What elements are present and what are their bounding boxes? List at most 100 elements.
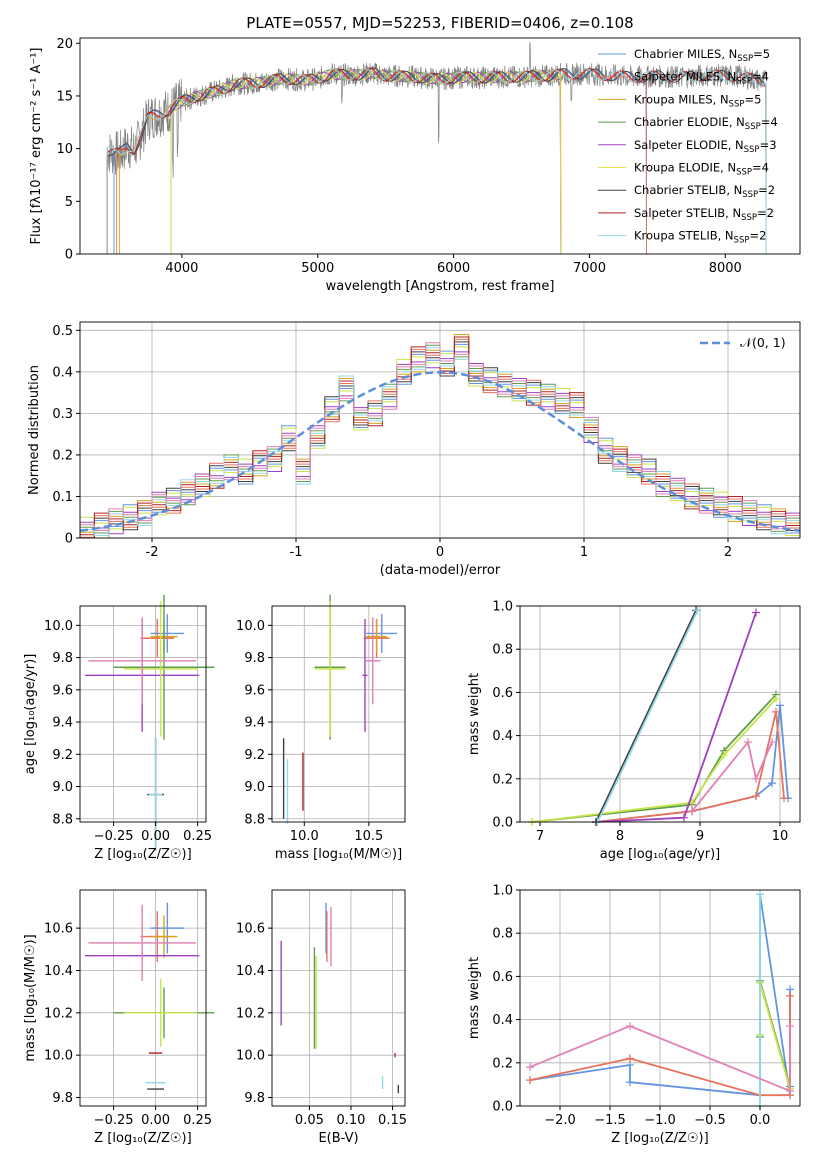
y-tick-label: 15 <box>56 89 73 104</box>
legend-entry: Chabrier ELODIE, NSSP=4 <box>634 115 778 132</box>
y-tick-label: 0.2 <box>492 772 513 787</box>
x-axis-label: age [log₁₀(age/yr)] <box>600 847 721 862</box>
y-tick-label: 9.8 <box>244 1091 265 1106</box>
x-axis-label: wavelength [Angstrom, rest frame] <box>326 279 555 294</box>
weight-series-line <box>529 1025 791 1093</box>
axes-frame <box>79 605 207 823</box>
y-tick-label: 0.6 <box>492 970 513 985</box>
legend-entry: 𝒩(0, 1) <box>740 335 786 350</box>
y-tick-label: 9.0 <box>244 780 265 795</box>
x-axis-label: Z [log₁₀(Z/Z☉)] <box>94 1131 191 1146</box>
observed-spectrum <box>106 41 767 178</box>
y-axis-label: age [log₁₀(age/yr)] <box>23 654 38 775</box>
y-tick-label: 10.6 <box>236 922 265 937</box>
x-tick-label: −0.25 <box>94 1113 134 1128</box>
x-tick-label: 10.5 <box>354 829 383 844</box>
y-tick-label: 0.8 <box>492 643 513 658</box>
legend-entry: Salpeter STELIB, NSSP=2 <box>634 206 774 223</box>
y-tick-label: 0.2 <box>492 1056 513 1071</box>
y-tick-label: 10.0 <box>236 619 265 634</box>
model-series-line <box>106 67 767 254</box>
plot-area <box>526 890 794 1110</box>
y-tick-label: 10.2 <box>236 1006 265 1021</box>
plus-marker <box>780 794 788 803</box>
x-tick-label: 10.0 <box>290 829 319 844</box>
x-axis-label: Z [log₁₀(Z/Z☉)] <box>94 847 191 862</box>
y-tick-label: 0.2 <box>52 448 73 463</box>
x-axis-label: Z [log₁₀(Z/Z☉)] <box>611 1131 708 1146</box>
x-tick-label: 0.25 <box>183 1113 212 1128</box>
x-tick-label: −1.5 <box>594 1113 626 1128</box>
y-tick-label: 0.4 <box>492 729 513 744</box>
plus-marker <box>752 792 760 801</box>
figure-title: PLATE=0557, MJD=52253, FIBERID=0406, z=0… <box>246 14 633 32</box>
y-tick-label: 8.8 <box>52 812 73 827</box>
x-tick-label: 4000 <box>165 261 198 276</box>
spectrum-legend: Chabrier MILES, NSSP=5 Salpeter MILES, NS… <box>598 47 778 246</box>
x-tick-label: −0.25 <box>94 829 134 844</box>
model-series-line <box>106 67 767 254</box>
x-tick-label: 0.0 <box>750 1113 771 1128</box>
plus-marker <box>756 890 764 899</box>
plus-marker <box>786 1022 794 1031</box>
y-axis-label: Normed distribution <box>27 365 42 495</box>
x-tick-label: 1 <box>580 545 588 560</box>
y-tick-label: 0.0 <box>492 1100 513 1115</box>
y-tick-label: 0.4 <box>492 1013 513 1028</box>
y-tick-label: 0.0 <box>492 816 513 831</box>
y-tick-label: 9.4 <box>244 716 265 731</box>
y-tick-label: 20 <box>56 37 73 52</box>
plus-marker <box>768 738 776 747</box>
plus-marker <box>772 694 780 703</box>
legend-entry: Chabrier MILES, NSSP=5 <box>634 47 770 64</box>
histogram-step <box>80 342 800 531</box>
x-tick-label: 5000 <box>301 261 334 276</box>
plus-marker <box>526 1076 534 1085</box>
x-tick-label: 7 <box>536 829 544 844</box>
x-tick-label: 0.05 <box>295 1113 324 1128</box>
x-tick-label: 0.00 <box>141 1113 170 1128</box>
y-tick-label: 10.0 <box>236 1049 265 1064</box>
legend-entry: Salpeter ELODIE, NSSP=3 <box>634 138 777 155</box>
y-axis-label: mass weight <box>467 673 482 755</box>
x-tick-label: −0.5 <box>694 1113 726 1128</box>
plus-marker <box>786 1086 794 1095</box>
plus-marker <box>720 751 728 760</box>
legend-entry: Kroupa STELIB, NSSP=2 <box>634 229 766 246</box>
mass-weight-vs-age-panel: 7 8 9 10 0.0 0.2 0.4 0.6 0.8 1.0 age [log₁₀(age/yr… <box>467 600 801 862</box>
y-tick-label: 0 <box>65 248 73 263</box>
x-tick-label: 0 <box>436 545 444 560</box>
y-tick-label: 9.4 <box>52 716 73 731</box>
axes-frame <box>519 889 801 1107</box>
plot-area <box>80 334 800 538</box>
x-tick-label: 8 <box>616 829 624 844</box>
axes-frame <box>79 37 801 255</box>
y-tick-label: 9.8 <box>52 651 73 666</box>
x-tick-label: 7000 <box>573 261 606 276</box>
y-tick-label: 1.0 <box>492 600 513 615</box>
y-axis-label: mass [log₁₀(M/M☉)] <box>23 934 38 1061</box>
x-tick-label: 0.15 <box>378 1113 407 1128</box>
y-tick-label: 9.2 <box>244 748 265 763</box>
plus-marker <box>752 608 760 617</box>
y-tick-label: 9.8 <box>52 1091 73 1106</box>
y-tick-label: 10.6 <box>44 922 73 937</box>
model-series-line <box>170 69 562 254</box>
plus-marker <box>752 774 760 783</box>
weight-series-line <box>531 698 777 823</box>
x-tick-label: 2 <box>724 545 732 560</box>
axes-frame <box>271 889 406 1107</box>
x-tick-label: 6000 <box>437 261 470 276</box>
y-tick-label: 0.6 <box>492 686 513 701</box>
y-tick-label: 0.3 <box>52 407 73 422</box>
plus-marker <box>772 707 780 716</box>
legend-entry: Kroupa MILES, NSSP=5 <box>634 92 761 109</box>
y-tick-label: 1.0 <box>492 884 513 899</box>
axes-frame <box>519 605 801 823</box>
y-tick-label: 0 <box>65 532 73 547</box>
x-tick-label: -1 <box>290 545 303 560</box>
plus-marker <box>688 807 696 816</box>
legend-entry: Salpeter MILES, NSSP=4 <box>634 70 769 87</box>
plus-marker <box>626 1078 634 1087</box>
